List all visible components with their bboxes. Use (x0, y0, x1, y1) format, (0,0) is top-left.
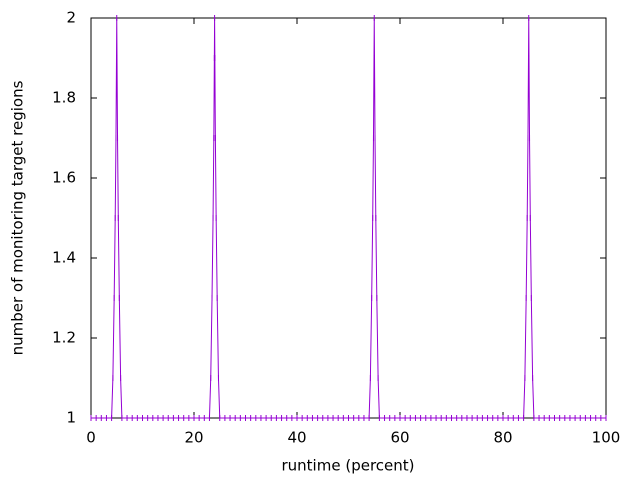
y-tick-label: 1.2 (52, 329, 76, 347)
x-axis-label: runtime (percent) (282, 457, 415, 475)
x-tick-label: 0 (86, 429, 96, 447)
y-tick-label: 1.6 (52, 169, 76, 187)
y-tick-label: 2 (66, 9, 76, 27)
y-tick-label: 1.8 (52, 89, 76, 107)
x-tick-label: 40 (287, 429, 306, 447)
x-tick-label: 60 (390, 429, 409, 447)
x-tick-label: 80 (493, 429, 512, 447)
y-tick-label: 1 (66, 409, 76, 427)
x-tick-label: 20 (184, 429, 203, 447)
y-tick-label: 1.4 (52, 249, 76, 267)
series-line (91, 17, 606, 419)
x-tick-label: 100 (592, 429, 621, 447)
y-axis-label: number of monitoring target regions (9, 80, 27, 355)
